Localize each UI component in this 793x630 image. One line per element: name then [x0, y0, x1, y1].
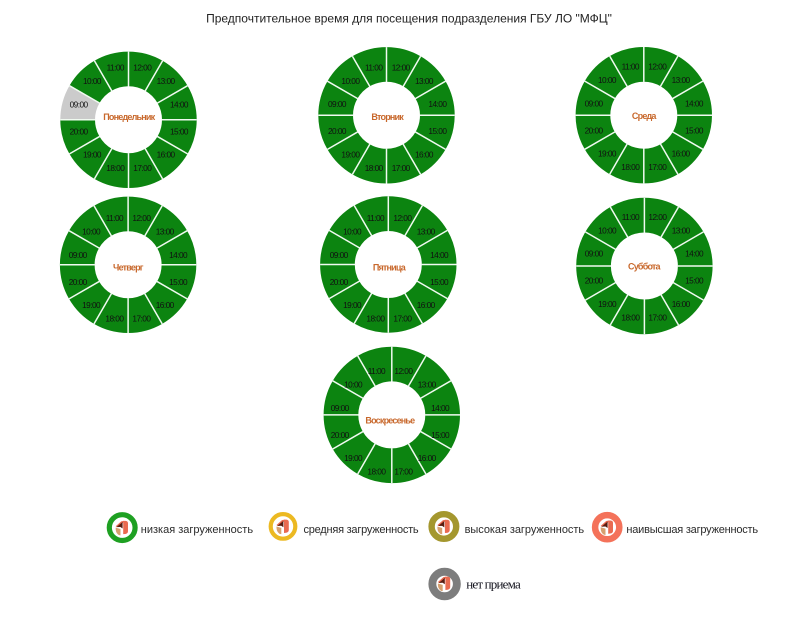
svg-text:14:00: 14:00 [431, 403, 450, 413]
svg-text:10:00: 10:00 [343, 227, 362, 237]
svg-text:14:00: 14:00 [685, 249, 704, 259]
svg-text:Суббота: Суббота [628, 261, 662, 271]
svg-text:15:00: 15:00 [170, 126, 189, 136]
svg-text:наивысшая загруженность: наивысшая загруженность [626, 524, 758, 536]
svg-text:09:00: 09:00 [585, 249, 604, 259]
svg-text:17:00: 17:00 [648, 162, 667, 172]
svg-text:13:00: 13:00 [156, 227, 175, 237]
svg-text:10:00: 10:00 [83, 76, 102, 86]
svg-text:13:00: 13:00 [415, 76, 434, 86]
svg-text:15:00: 15:00 [685, 276, 704, 286]
svg-text:13:00: 13:00 [417, 227, 436, 237]
svg-text:20:00: 20:00 [328, 126, 347, 136]
svg-text:18:00: 18:00 [366, 314, 385, 324]
svg-text:12:00: 12:00 [648, 62, 667, 72]
svg-text:18:00: 18:00 [106, 163, 125, 173]
svg-text:11:00: 11:00 [107, 63, 125, 73]
svg-text:11:00: 11:00 [365, 63, 383, 73]
svg-text:11:00: 11:00 [622, 62, 640, 72]
svg-text:19:00: 19:00 [83, 150, 102, 160]
svg-text:16:00: 16:00 [672, 149, 691, 159]
svg-text:высокая загруженность: высокая загруженность [465, 524, 585, 536]
svg-text:16:00: 16:00 [418, 453, 437, 463]
svg-text:09:00: 09:00 [585, 98, 604, 108]
svg-text:20:00: 20:00 [331, 430, 350, 440]
svg-text:16:00: 16:00 [672, 299, 691, 309]
svg-text:20:00: 20:00 [585, 125, 604, 135]
svg-text:Пятница: Пятница [373, 263, 407, 273]
svg-text:13:00: 13:00 [157, 76, 176, 86]
svg-text:16:00: 16:00 [415, 150, 434, 160]
svg-text:нет приема: нет приема [466, 577, 521, 592]
svg-text:14:00: 14:00 [430, 250, 449, 260]
svg-text:10:00: 10:00 [344, 380, 363, 390]
svg-text:низкая загруженность: низкая загруженность [141, 524, 254, 536]
svg-text:10:00: 10:00 [341, 76, 360, 86]
svg-text:15:00: 15:00 [428, 126, 447, 136]
svg-text:11:00: 11:00 [622, 212, 640, 222]
svg-text:Четверг: Четверг [113, 263, 144, 273]
svg-text:09:00: 09:00 [328, 99, 347, 109]
svg-text:16:00: 16:00 [156, 300, 175, 310]
svg-text:18:00: 18:00 [367, 467, 386, 477]
svg-text:Понедельник: Понедельник [103, 112, 155, 122]
svg-text:17:00: 17:00 [393, 314, 412, 324]
svg-text:18:00: 18:00 [365, 163, 384, 173]
svg-text:17:00: 17:00 [392, 163, 411, 173]
svg-text:12:00: 12:00 [394, 366, 413, 376]
svg-text:09:00: 09:00 [70, 99, 89, 109]
svg-text:16:00: 16:00 [157, 150, 176, 160]
svg-text:17:00: 17:00 [394, 467, 413, 477]
svg-text:14:00: 14:00 [169, 250, 188, 260]
svg-text:13:00: 13:00 [672, 225, 691, 235]
svg-text:20:00: 20:00 [330, 277, 349, 287]
svg-text:17:00: 17:00 [133, 163, 152, 173]
svg-text:12:00: 12:00 [132, 213, 151, 223]
svg-text:19:00: 19:00 [341, 150, 360, 160]
svg-text:10:00: 10:00 [598, 75, 617, 85]
svg-text:10:00: 10:00 [82, 227, 101, 237]
svg-text:средняя загруженность: средняя загруженность [304, 524, 419, 536]
svg-text:16:00: 16:00 [417, 300, 436, 310]
svg-text:09:00: 09:00 [331, 403, 350, 413]
svg-text:14:00: 14:00 [685, 98, 704, 108]
svg-text:19:00: 19:00 [343, 300, 362, 310]
svg-text:11:00: 11:00 [367, 213, 385, 223]
svg-text:14:00: 14:00 [170, 99, 189, 109]
svg-text:20:00: 20:00 [70, 126, 89, 136]
svg-text:15:00: 15:00 [430, 277, 449, 287]
svg-text:12:00: 12:00 [393, 213, 412, 223]
svg-text:13:00: 13:00 [672, 75, 691, 85]
svg-text:13:00: 13:00 [418, 380, 437, 390]
svg-text:15:00: 15:00 [431, 430, 450, 440]
svg-text:12:00: 12:00 [133, 63, 152, 73]
svg-text:11:00: 11:00 [368, 366, 386, 376]
svg-text:20:00: 20:00 [585, 276, 604, 286]
svg-text:19:00: 19:00 [598, 149, 617, 159]
svg-text:12:00: 12:00 [392, 63, 411, 73]
svg-text:11:00: 11:00 [106, 213, 124, 223]
svg-text:15:00: 15:00 [169, 277, 188, 287]
svg-text:17:00: 17:00 [132, 314, 151, 324]
svg-text:Предпочтительное время для пос: Предпочтительное время для посещения под… [206, 12, 612, 26]
svg-text:Вторник: Вторник [371, 112, 404, 122]
svg-text:18:00: 18:00 [621, 312, 640, 322]
svg-text:Среда: Среда [632, 111, 658, 121]
svg-text:10:00: 10:00 [598, 225, 617, 235]
svg-text:09:00: 09:00 [69, 250, 88, 260]
svg-text:18:00: 18:00 [105, 314, 124, 324]
svg-text:12:00: 12:00 [648, 212, 667, 222]
svg-text:20:00: 20:00 [69, 277, 88, 287]
svg-text:18:00: 18:00 [621, 162, 640, 172]
svg-text:19:00: 19:00 [82, 300, 101, 310]
svg-text:14:00: 14:00 [428, 99, 447, 109]
svg-text:15:00: 15:00 [685, 125, 704, 135]
svg-text:19:00: 19:00 [598, 299, 617, 309]
svg-text:19:00: 19:00 [344, 453, 363, 463]
svg-text:Воскресенье: Воскресенье [365, 416, 415, 426]
svg-text:09:00: 09:00 [330, 250, 349, 260]
svg-text:17:00: 17:00 [648, 312, 667, 322]
